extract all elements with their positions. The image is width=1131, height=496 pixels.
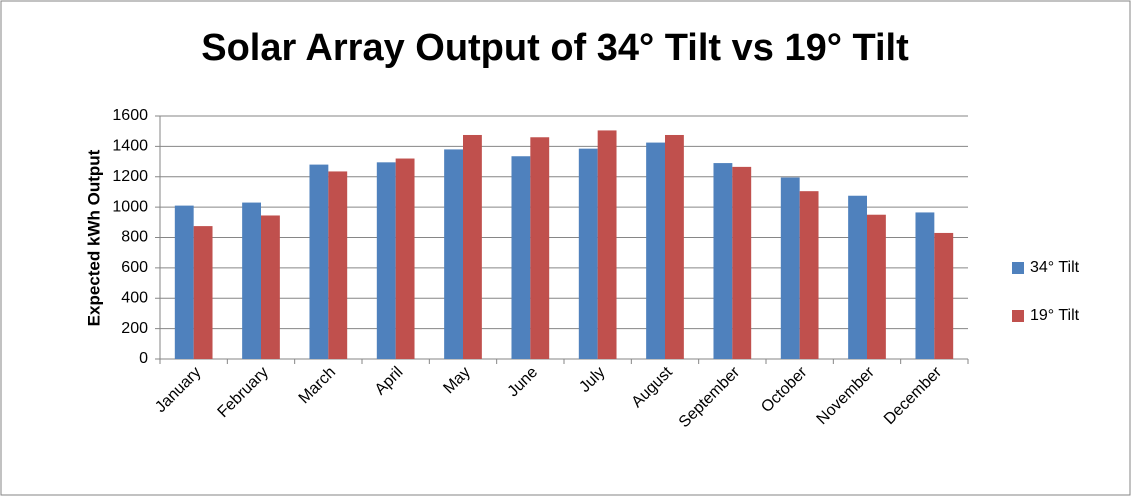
y-tick-label: 600 [121, 259, 148, 276]
y-tick-label: 0 [139, 350, 148, 367]
bar [242, 202, 261, 359]
bar [780, 177, 800, 359]
bar [799, 191, 819, 359]
legend-label: 19° Tilt [1030, 307, 1080, 324]
legend-swatch [1012, 262, 1024, 274]
bar [395, 158, 415, 359]
bar [867, 214, 886, 359]
bar [444, 149, 463, 359]
y-tick-label: 200 [121, 320, 148, 337]
bar [848, 195, 867, 359]
bar [578, 148, 598, 359]
bar [328, 171, 348, 359]
bar [174, 205, 194, 359]
bar [934, 232, 954, 359]
y-tick-label: 1200 [112, 168, 148, 185]
bar [193, 226, 213, 359]
legend-swatch [1012, 310, 1024, 322]
y-tick-label: 1400 [112, 138, 148, 155]
y-tick-label: 1000 [112, 198, 148, 215]
bar [376, 162, 396, 359]
y-tick-label: 1600 [112, 107, 148, 124]
bar [915, 212, 935, 359]
bar [309, 164, 329, 359]
bar [597, 130, 617, 359]
bar [713, 163, 733, 359]
y-axis-label: Expected kWh Output [84, 149, 103, 326]
bar [463, 134, 482, 359]
bar [511, 156, 531, 359]
bar [732, 166, 752, 359]
bar [665, 134, 684, 359]
bar [530, 137, 550, 359]
y-tick-label: 800 [121, 229, 148, 246]
bar [261, 215, 280, 359]
legend-label: 34° Tilt [1030, 259, 1080, 276]
y-tick-label: 400 [121, 289, 148, 306]
chart-title: Solar Array Output of 34° Tilt vs 19° Ti… [201, 27, 909, 69]
bar [646, 142, 665, 359]
